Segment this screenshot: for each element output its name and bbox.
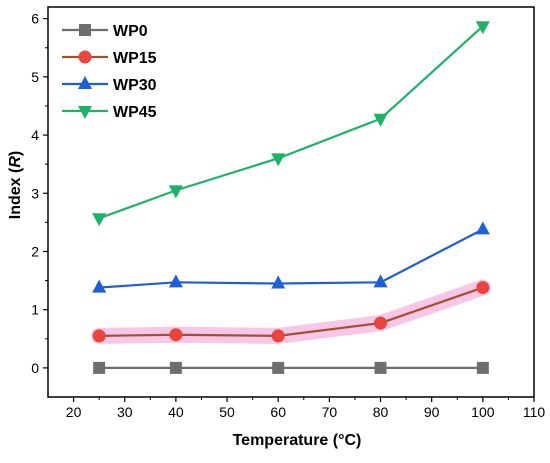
y-axis-title: Index (R) xyxy=(7,151,24,219)
y-tick-label: 3 xyxy=(31,185,39,201)
legend-swatch-marker xyxy=(79,24,91,36)
series-wp45-point xyxy=(475,21,490,35)
plot-frame xyxy=(47,6,535,398)
series-wp45-point xyxy=(271,153,286,167)
series-wp30-line xyxy=(99,228,484,289)
series-wp0-point xyxy=(374,361,387,374)
legend-label: WP15 xyxy=(113,50,157,67)
legend-label: WP0 xyxy=(113,23,148,40)
legend-swatch-marker xyxy=(78,50,92,64)
series-wp15-point xyxy=(374,316,388,330)
plot-border xyxy=(47,6,535,398)
y-tick-label: 0 xyxy=(31,360,39,376)
y-axis-title-variable: R xyxy=(7,156,24,168)
x-tick-label: 90 xyxy=(424,404,440,420)
x-tick-label: 50 xyxy=(219,404,235,420)
x-tick-label: 40 xyxy=(168,404,184,420)
y-axis: 0 1 2 3 4 5 6 xyxy=(31,11,48,376)
series-wp30-point xyxy=(271,275,286,289)
series-wp0-point xyxy=(272,361,285,374)
legend: WP0 WP15 WP30 WP45 xyxy=(62,23,157,121)
legend-label: WP45 xyxy=(113,104,157,121)
series-wp30-point xyxy=(92,279,107,293)
y-axis-title-prefix: Index ( xyxy=(7,167,24,219)
series-wp15-point xyxy=(271,329,285,343)
series-wp45 xyxy=(92,21,490,227)
legend-label: WP30 xyxy=(113,77,157,94)
series-wp15-highlight xyxy=(91,279,491,344)
series-wp30-point xyxy=(168,274,183,288)
y-tick-label: 4 xyxy=(31,127,39,143)
legend-item-wp30: WP30 xyxy=(62,76,157,94)
y-tick-label: 1 xyxy=(31,302,39,318)
legend-swatch-marker xyxy=(78,76,92,89)
x-axis-title: Temperature (°C) xyxy=(233,432,362,449)
series-wp0-point xyxy=(169,361,182,374)
x-tick-label: 60 xyxy=(270,404,286,420)
x-tick-label: 80 xyxy=(373,404,389,420)
series-wp0-point xyxy=(476,361,489,374)
series-wp0-point xyxy=(93,361,106,374)
legend-swatch-marker xyxy=(78,106,92,119)
x-tick-label: 30 xyxy=(117,404,133,420)
y-tick-label: 2 xyxy=(31,243,39,259)
series-wp45-point xyxy=(168,185,183,199)
x-tick-label: 110 xyxy=(523,404,546,420)
y-axis-title-suffix: ) xyxy=(7,151,24,156)
y-tick-label: 5 xyxy=(31,69,39,85)
x-tick-label: 20 xyxy=(66,404,82,420)
series-wp45-point xyxy=(373,113,388,127)
series-wp30-point xyxy=(475,221,490,235)
x-tick-label: 100 xyxy=(471,404,495,420)
series-layer xyxy=(91,21,491,374)
series-wp15-point xyxy=(169,328,183,342)
y-tick-label: 6 xyxy=(31,11,39,27)
legend-item-wp45: WP45 xyxy=(62,104,157,121)
series-wp15 xyxy=(91,279,491,344)
legend-item-wp15: WP15 xyxy=(62,50,157,67)
series-wp45-line xyxy=(98,25,484,220)
series-wp45-point xyxy=(92,213,107,227)
series-wp15-point xyxy=(476,281,490,295)
x-tick-label: 70 xyxy=(322,404,338,420)
series-wp0 xyxy=(93,361,489,374)
series-wp30-point xyxy=(373,274,388,288)
x-axis: 20 30 40 50 60 70 80 90 100 110 xyxy=(66,397,546,420)
series-wp30 xyxy=(92,221,490,293)
series-wp15-point xyxy=(92,329,106,343)
legend-item-wp0: WP0 xyxy=(62,23,148,40)
